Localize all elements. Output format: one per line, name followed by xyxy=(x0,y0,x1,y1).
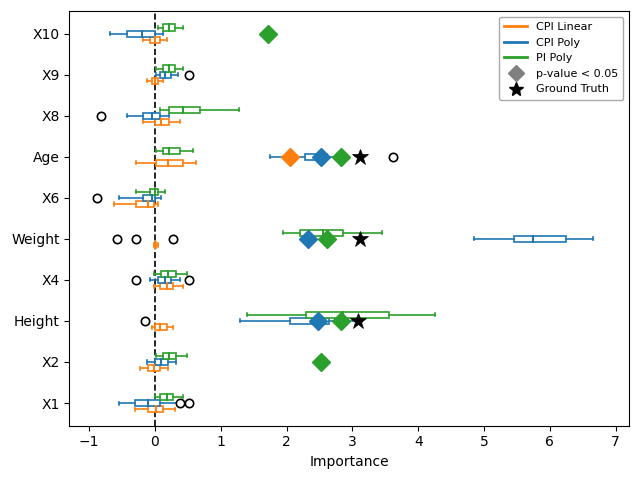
Bar xyxy=(155,119,170,125)
Bar xyxy=(163,353,176,359)
Bar xyxy=(148,406,163,412)
Bar xyxy=(155,242,156,248)
Bar xyxy=(161,271,176,277)
Bar xyxy=(152,78,158,84)
Bar xyxy=(307,312,388,318)
Bar xyxy=(148,365,160,371)
Legend: CPI Linear, CPI Poly, PI Poly, p-value < 0.05, Ground Truth: CPI Linear, CPI Poly, PI Poly, p-value <… xyxy=(499,17,623,100)
Bar xyxy=(136,201,154,207)
Bar xyxy=(127,31,155,37)
Bar xyxy=(160,283,173,289)
Bar xyxy=(160,394,173,400)
Bar xyxy=(300,229,342,236)
Bar xyxy=(150,37,160,43)
Bar xyxy=(150,189,158,195)
Bar xyxy=(160,72,172,78)
Bar xyxy=(156,160,182,166)
Bar xyxy=(155,359,168,365)
Bar xyxy=(143,195,155,201)
X-axis label: Importance: Importance xyxy=(309,455,389,469)
Bar xyxy=(290,318,330,324)
Bar xyxy=(170,107,200,113)
Bar xyxy=(163,65,175,72)
Bar xyxy=(163,147,180,154)
Bar xyxy=(158,277,172,283)
Bar xyxy=(135,400,160,406)
Bar xyxy=(163,24,175,31)
Bar xyxy=(305,154,328,160)
Bar xyxy=(514,236,566,242)
Bar xyxy=(143,113,160,119)
Bar xyxy=(155,324,167,330)
